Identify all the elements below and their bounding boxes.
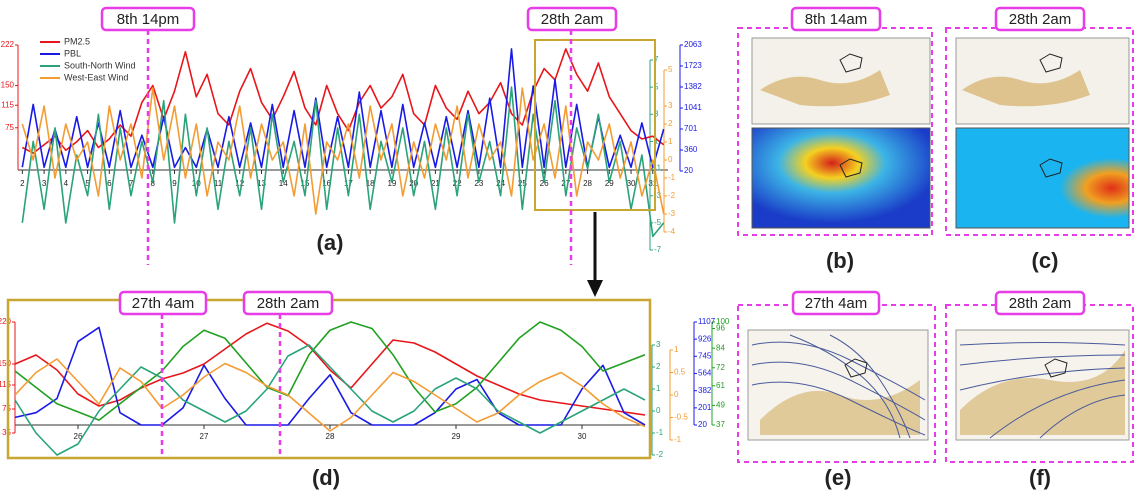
- legend-label: West-East Wind: [64, 72, 128, 82]
- legend-label: PBL: [64, 48, 81, 58]
- callout: 8th 14am: [805, 11, 868, 28]
- y-tick-label: 150: [1, 81, 15, 90]
- y-tick-label: 0: [656, 406, 661, 415]
- panel-label: (e): [825, 465, 852, 490]
- y-tick-label: 1: [674, 345, 679, 354]
- y-tick-label: 382: [698, 386, 712, 395]
- y-tick-label: 150: [0, 359, 12, 368]
- y-tick-label: 1382: [684, 82, 702, 91]
- y-tick-label: -4: [668, 227, 676, 236]
- figure: 2345678910111213141516171819202122232425…: [0, 0, 1137, 496]
- callouts: 8th 14pm 28th 2am 8th 14am 28th 2am 27th…: [102, 8, 1084, 314]
- legend-label: PM2.5: [64, 36, 90, 46]
- callout: 28th 2am: [1009, 11, 1072, 28]
- callout: 28th 2am: [541, 11, 604, 28]
- y-tick-label: 2063: [684, 40, 702, 49]
- y-tick-label: 0: [668, 155, 673, 164]
- y-tick-label: -2: [656, 450, 664, 459]
- x-tick-label: 27: [200, 432, 209, 441]
- callout: 27th 4am: [805, 295, 868, 312]
- panel-label: (c): [1032, 248, 1059, 273]
- y-tick-label: 49: [716, 400, 725, 409]
- x-tick-label: 27: [561, 179, 570, 188]
- y-tick-label: 84: [716, 343, 725, 352]
- y-tick-label: 1: [656, 384, 661, 393]
- callout: 27th 4am: [132, 295, 195, 312]
- y-tick-label: 3: [656, 340, 661, 349]
- panel-label: (f): [1029, 465, 1051, 490]
- callout: 28th 2am: [257, 295, 320, 312]
- y-tick-label: 0: [674, 390, 679, 399]
- y-tick-label: 2: [656, 362, 661, 371]
- series-line: [22, 88, 663, 214]
- callout: 8th 14pm: [117, 11, 180, 28]
- y-tick-label: 745: [698, 351, 712, 360]
- map-f: [946, 305, 1133, 462]
- y-tick-label: 2: [668, 119, 673, 128]
- panel-label: (a): [317, 230, 344, 255]
- y-tick-label: 360: [684, 145, 698, 154]
- y-tick-label: 115: [0, 380, 12, 389]
- y-tick-label: 220: [0, 317, 12, 326]
- legend-label: South-North Wind: [64, 60, 136, 70]
- x-tick-label: 29: [452, 432, 461, 441]
- map-e: [738, 305, 935, 462]
- x-tick-label: 28: [326, 432, 335, 441]
- y-tick-label: 564: [698, 369, 712, 378]
- y-tick-label: 3: [668, 101, 673, 110]
- y-tick-label: 115: [1, 100, 14, 109]
- x-tick-label: 9: [172, 179, 177, 188]
- y-tick-label: -1: [656, 428, 664, 437]
- y-tick-label: 1: [668, 137, 673, 146]
- y-tick-label: -7: [654, 245, 662, 254]
- y-tick-label: 0.5: [674, 368, 686, 377]
- x-tick-label: 3: [42, 179, 47, 188]
- y-tick-label: 926: [698, 334, 712, 343]
- x-tick-label: 30: [578, 432, 587, 441]
- panel-label: (b): [826, 248, 854, 273]
- x-tick-label: 4: [64, 179, 69, 188]
- y-tick-label: 75: [5, 123, 14, 132]
- y-tick-label: 1723: [684, 61, 702, 70]
- map-c: [946, 28, 1133, 235]
- x-tick-label: 28: [583, 179, 592, 188]
- zoom-box: [535, 40, 655, 210]
- y-tick-label: -2: [668, 191, 676, 200]
- y-tick-label: 100: [716, 317, 730, 326]
- arrow-head: [587, 280, 603, 297]
- panel-label: (d): [312, 465, 340, 490]
- y-tick-label: 20: [684, 166, 693, 175]
- y-tick-label: 20: [698, 420, 707, 429]
- y-tick-label: 5: [668, 65, 673, 74]
- y-tick-label: 1041: [684, 103, 702, 112]
- y-tick-label: -0.5: [674, 413, 688, 422]
- y-tick-label: 37: [716, 420, 725, 429]
- y-tick-label: 61: [716, 381, 725, 390]
- y-tick-label: 201: [698, 403, 712, 412]
- map-b: [738, 28, 932, 235]
- y-tick-label: 701: [684, 124, 698, 133]
- callout: 28th 2am: [1009, 295, 1072, 312]
- y-tick-label: 222: [1, 40, 15, 49]
- x-tick-label: 10: [192, 179, 201, 188]
- chart-d: 26272829303575115150220-2-10123-1-0.500.…: [0, 317, 730, 459]
- x-tick-label: 2: [20, 179, 25, 188]
- y-tick-label: 72: [716, 363, 725, 372]
- y-tick-label: -3: [668, 209, 676, 218]
- y-tick-label: -1: [668, 173, 676, 182]
- y-tick-label: -1: [674, 435, 682, 444]
- x-tick-label: 6: [107, 179, 112, 188]
